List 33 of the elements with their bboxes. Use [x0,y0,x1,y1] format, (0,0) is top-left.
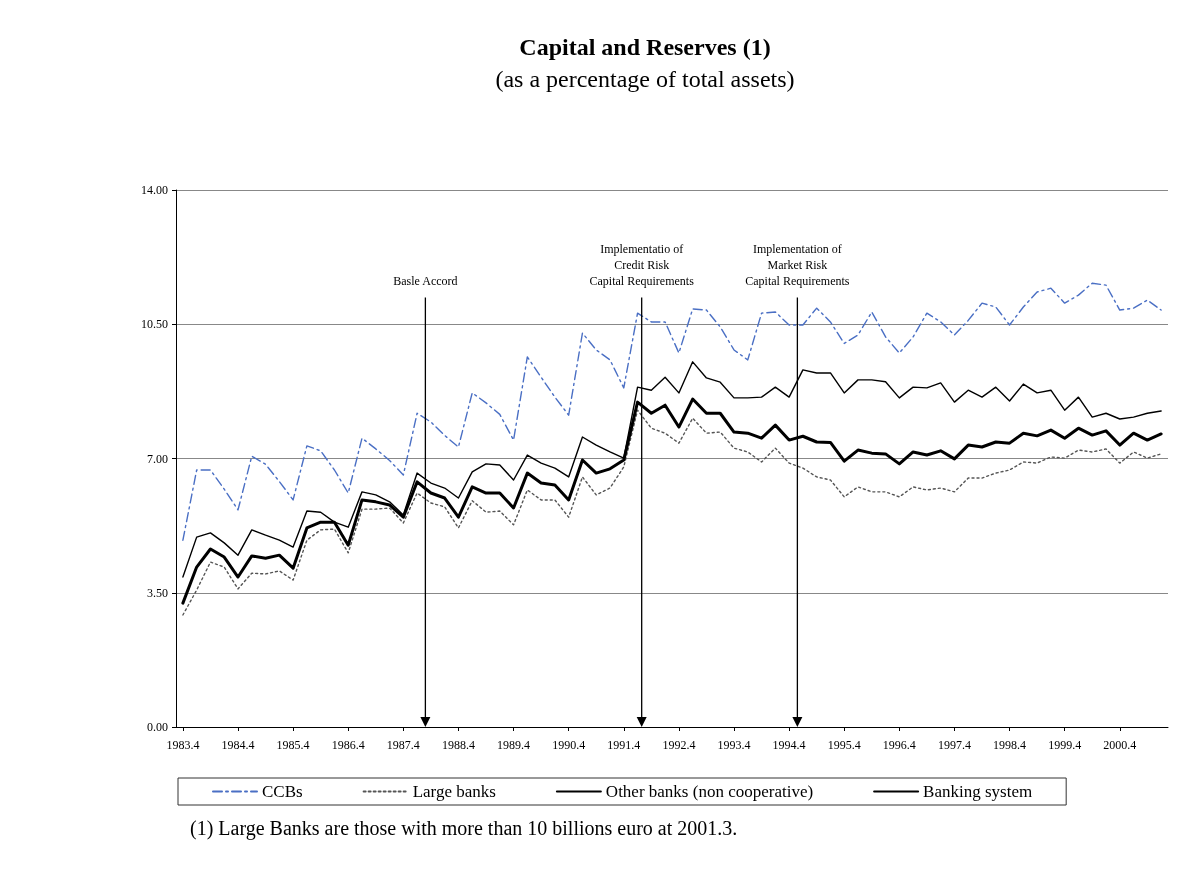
legend-label: CCBs [262,782,303,801]
x-tick-label: 1983.4 [166,738,200,752]
x-tick-label: 1994.4 [772,738,806,752]
x-tick-label: 1985.4 [276,738,310,752]
chart-title: Capital and Reserves (1) [519,34,771,60]
y-tick-label: 14.00 [141,183,168,197]
legend-label: Other banks (non cooperative) [605,782,814,801]
y-tick-label: 0.00 [147,720,168,734]
x-tick-label: 1998.4 [993,738,1027,752]
x-tick-label: 1996.4 [882,738,916,752]
x-tick-label: 1989.4 [497,738,531,752]
x-tick-label: 1993.4 [717,738,751,752]
y-tick-label: 3.50 [147,585,168,600]
x-tick-label: 1986.4 [331,738,365,752]
x-tick-label: 1988.4 [441,738,475,752]
x-tick-label: 1997.4 [937,738,971,752]
x-tick-label: 1990.4 [552,738,586,752]
x-tick-label: 1987.4 [386,738,420,752]
x-tick-label: 1995.4 [827,738,861,752]
text: (1) Large Banks are those with more than 10 billions euro at 2001.3. [190,817,738,840]
x-tick-label: 1991.4 [607,738,641,752]
legend-label: Large banks [412,782,496,801]
x-tick-label: 1992.4 [662,738,696,752]
legend-label: Banking system [923,782,1033,801]
annotation: Implementation of Market Risk Capital Requirements [745,242,850,289]
x-tick-label: 1984.4 [221,738,255,752]
annotation: Implementatio of Credit Risk Capital Requirements [589,242,695,289]
x-tick-label: 2000.4 [1103,738,1137,752]
annotation: Basle Accord [393,274,458,289]
y-tick-label: 10.50 [141,317,168,332]
x-tick-label: 1999.4 [1048,738,1082,752]
y-tick-label: 7.00 [147,451,168,466]
chart-subtitle: (as a percentage of total assets) [495,66,795,92]
